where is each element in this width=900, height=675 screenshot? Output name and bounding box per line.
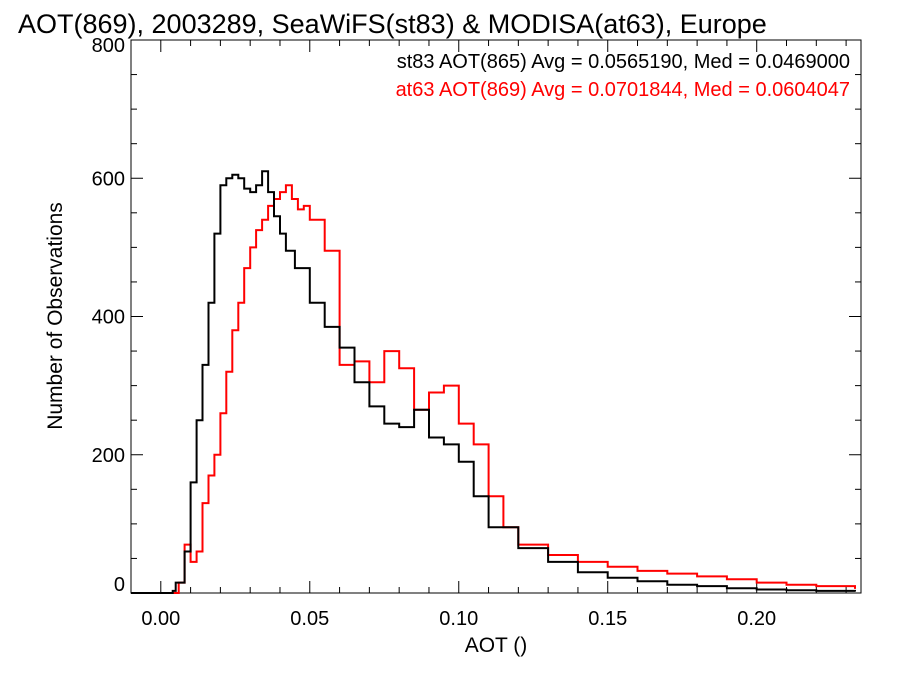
legend-entry-st83: st83 AOT(865) Avg = 0.0565190, Med = 0.0… [397, 51, 850, 73]
x-tick-label: 0.05 [290, 608, 329, 630]
series-line-at63 [131, 184, 856, 594]
y-tick-label: 800 [92, 35, 125, 57]
x-axis-label: AOT () [465, 634, 528, 657]
axis-ticks: 0.00 0.05 0.10 0.15 0.20 0 200 400 600 800 [92, 35, 861, 630]
legend-entry-at63: at63 AOT(869) Avg = 0.0701844, Med = 0.0… [396, 79, 850, 101]
chart-title: AOT(869), 2003289, SeaWiFS(st83) & MODIS… [18, 9, 767, 39]
series-layer [131, 170, 856, 594]
y-tick-label: 200 [92, 445, 125, 467]
x-tick-label: 0.20 [737, 608, 776, 630]
y-axis-label: Number of Observations [44, 202, 67, 430]
y-tick-label: 600 [92, 168, 125, 190]
x-tick-label: 0.15 [588, 608, 627, 630]
plot-frame [130, 39, 862, 594]
y-tick-label: 400 [92, 307, 125, 329]
y-tick-label: 0 [114, 574, 125, 596]
x-tick-label: 0.00 [141, 608, 180, 630]
x-tick-label: 0.10 [439, 608, 478, 630]
series-line-st83 [131, 170, 856, 594]
